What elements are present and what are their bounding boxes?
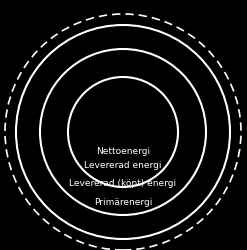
- Text: Nettoenergi: Nettoenergi: [96, 146, 150, 155]
- Text: Primärenergi: Primärenergi: [94, 198, 152, 207]
- Text: Levererad (köpt) energi: Levererad (köpt) energi: [69, 178, 177, 187]
- Text: Levererad energi: Levererad energi: [84, 161, 162, 170]
